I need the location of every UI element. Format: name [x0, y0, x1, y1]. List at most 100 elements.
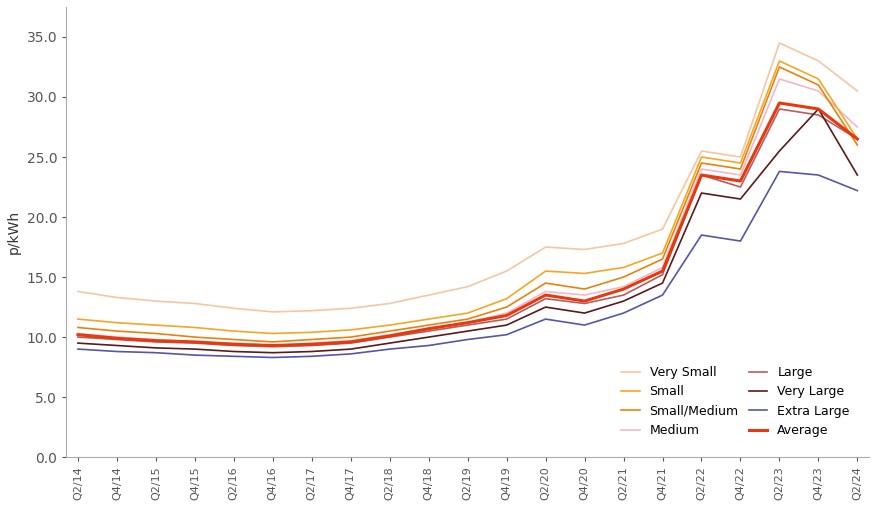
Average: [111, 335, 122, 341]
Average: [852, 136, 863, 142]
Very Small: [540, 244, 551, 250]
Small/Medium: [540, 280, 551, 286]
Small: [735, 160, 745, 166]
Average: [345, 339, 356, 345]
Extra Large: [345, 351, 356, 357]
Medium: [696, 166, 707, 172]
Very Large: [73, 340, 83, 346]
Medium: [307, 340, 317, 346]
Small/Medium: [385, 328, 395, 334]
Small/Medium: [501, 304, 512, 310]
Very Small: [345, 305, 356, 311]
Small: [618, 265, 629, 271]
Small: [852, 136, 863, 142]
Small/Medium: [111, 328, 122, 334]
Average: [385, 333, 395, 339]
Medium: [345, 338, 356, 344]
Large: [852, 136, 863, 142]
Average: [813, 106, 823, 112]
Extra Large: [813, 172, 823, 178]
Very Large: [345, 346, 356, 352]
Very Small: [111, 295, 122, 301]
Medium: [189, 339, 200, 345]
Small: [696, 154, 707, 160]
Large: [151, 339, 161, 345]
Small/Medium: [618, 274, 629, 280]
Small/Medium: [267, 339, 278, 345]
Large: [385, 334, 395, 340]
Very Small: [189, 301, 200, 307]
Legend: Very Small, Small, Small/Medium, Medium, Large, Very Large, Extra Large, Average: Very Small, Small, Small/Medium, Medium,…: [616, 361, 855, 442]
Very Large: [540, 304, 551, 310]
Average: [423, 325, 434, 332]
Large: [423, 328, 434, 334]
Extra Large: [696, 232, 707, 238]
Very Small: [267, 309, 278, 315]
Small/Medium: [151, 331, 161, 337]
Extra Large: [229, 353, 239, 359]
Average: [307, 341, 317, 347]
Line: Average: Average: [78, 103, 858, 345]
Medium: [267, 342, 278, 348]
Large: [696, 172, 707, 178]
Medium: [735, 172, 745, 178]
Small: [540, 268, 551, 274]
Small/Medium: [229, 337, 239, 343]
Small/Medium: [73, 324, 83, 331]
Small: [73, 316, 83, 322]
Extra Large: [307, 353, 317, 359]
Medium: [385, 332, 395, 338]
Small/Medium: [345, 334, 356, 340]
Average: [657, 268, 668, 274]
Average: [579, 298, 590, 304]
Large: [73, 334, 83, 340]
Small: [189, 324, 200, 331]
Small: [579, 270, 590, 276]
Large: [307, 342, 317, 348]
Medium: [423, 325, 434, 332]
Small/Medium: [579, 286, 590, 292]
Small: [657, 250, 668, 256]
Large: [579, 301, 590, 307]
Large: [345, 340, 356, 346]
Small/Medium: [307, 337, 317, 343]
Small: [813, 76, 823, 82]
Extra Large: [423, 342, 434, 348]
Small: [229, 328, 239, 334]
Small/Medium: [774, 64, 785, 70]
Small/Medium: [813, 82, 823, 88]
Very Large: [579, 310, 590, 316]
Medium: [618, 283, 629, 289]
Average: [151, 338, 161, 344]
Very Large: [852, 172, 863, 178]
Very Large: [618, 298, 629, 304]
Average: [735, 178, 745, 184]
Medium: [463, 319, 473, 325]
Small: [774, 58, 785, 64]
Average: [229, 341, 239, 347]
Medium: [657, 265, 668, 271]
Average: [501, 312, 512, 318]
Small: [307, 329, 317, 335]
Small/Medium: [657, 256, 668, 262]
Large: [463, 322, 473, 328]
Medium: [73, 331, 83, 337]
Small: [151, 322, 161, 328]
Extra Large: [385, 346, 395, 352]
Large: [735, 184, 745, 190]
Very Large: [463, 328, 473, 334]
Extra Large: [189, 352, 200, 358]
Small/Medium: [423, 322, 434, 328]
Very Small: [813, 58, 823, 64]
Very Small: [774, 40, 785, 46]
Medium: [229, 340, 239, 346]
Very Large: [385, 340, 395, 346]
Very Small: [696, 148, 707, 154]
Average: [696, 172, 707, 178]
Very Large: [774, 148, 785, 154]
Small: [345, 327, 356, 333]
Very Large: [229, 348, 239, 354]
Large: [111, 337, 122, 343]
Line: Small/Medium: Small/Medium: [78, 67, 858, 342]
Large: [540, 296, 551, 302]
